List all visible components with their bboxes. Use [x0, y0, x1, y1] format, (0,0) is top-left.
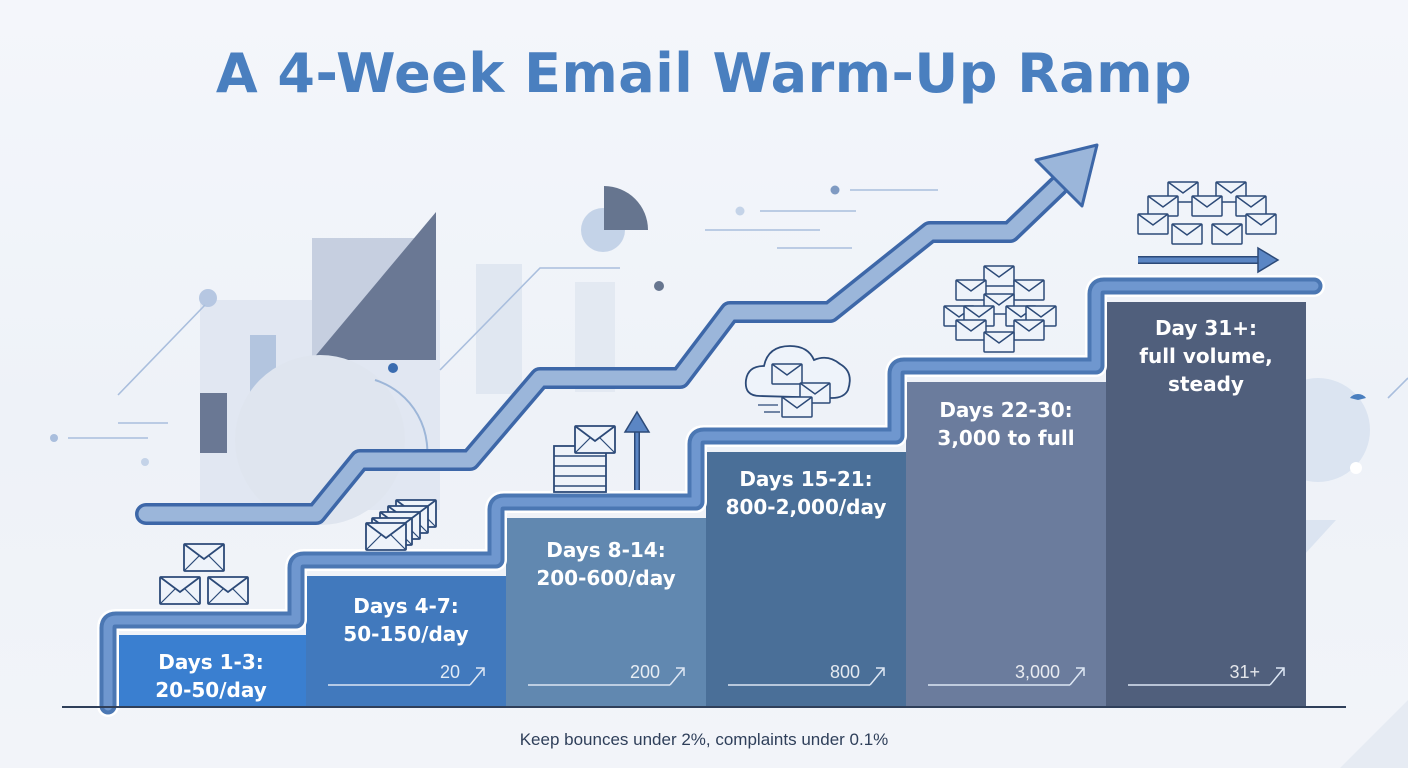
step-6-label: Day 31+: full volume, steady	[1106, 314, 1306, 398]
step-3-volume: 200-600/day	[536, 566, 676, 590]
step-6-bar	[1106, 302, 1306, 707]
step-2-label: Days 4-7: 50-150/day	[306, 592, 506, 648]
envelope-stack-icon	[159, 543, 249, 605]
step-2-volume: 50-150/day	[343, 622, 469, 646]
step-5-volume: 3,000 to full	[937, 426, 1075, 450]
step-1-bar	[118, 635, 306, 707]
page-title: A 4-Week Email Warm-Up Ramp	[215, 42, 1193, 105]
step-6-volume: full volume,	[1139, 344, 1273, 368]
footer-note: Keep bounces under 2%, complaints under …	[519, 730, 889, 749]
envelope-cluster-icon	[943, 265, 1057, 353]
step-3-marker: 200	[629, 662, 660, 682]
step-4-volume: 800-2,000/day	[725, 495, 887, 519]
step-4-marker: 800	[829, 662, 860, 682]
step-4-label: Days 15-21: 800-2,000/day	[706, 465, 906, 521]
step-3-label: Days 8-14: 200-600/day	[506, 536, 706, 592]
step-4-bar	[706, 452, 906, 707]
envelope-flow-icon	[1137, 181, 1280, 274]
step-6-days: Day 31+:	[1154, 316, 1258, 340]
step-1-days: Days 1-3:	[158, 650, 264, 674]
step-3-bar	[506, 518, 706, 707]
step-6-note: steady	[1168, 372, 1244, 396]
mail-tray-upload-icon	[553, 410, 651, 493]
step-5-label: Days 22-30: 3,000 to full	[906, 396, 1106, 452]
step-4-days: Days 15-21:	[739, 467, 873, 491]
step-1-volume: 20-50/day	[155, 678, 267, 702]
step-2-marker: 20	[439, 662, 460, 682]
step-markers	[328, 667, 1285, 686]
step-2-days: Days 4-7:	[353, 594, 459, 618]
step-5-marker: 3,000	[1014, 662, 1060, 682]
envelope-bundle-icon	[365, 499, 437, 551]
cloud-mail-icon	[744, 345, 851, 418]
step-5-bar	[906, 382, 1106, 707]
step-3-days: Days 8-14:	[546, 538, 666, 562]
step-5-days: Days 22-30:	[939, 398, 1073, 422]
step-1-label: Days 1-3: 20-50/day	[111, 648, 311, 704]
step-6-marker: 31+	[1229, 662, 1260, 682]
